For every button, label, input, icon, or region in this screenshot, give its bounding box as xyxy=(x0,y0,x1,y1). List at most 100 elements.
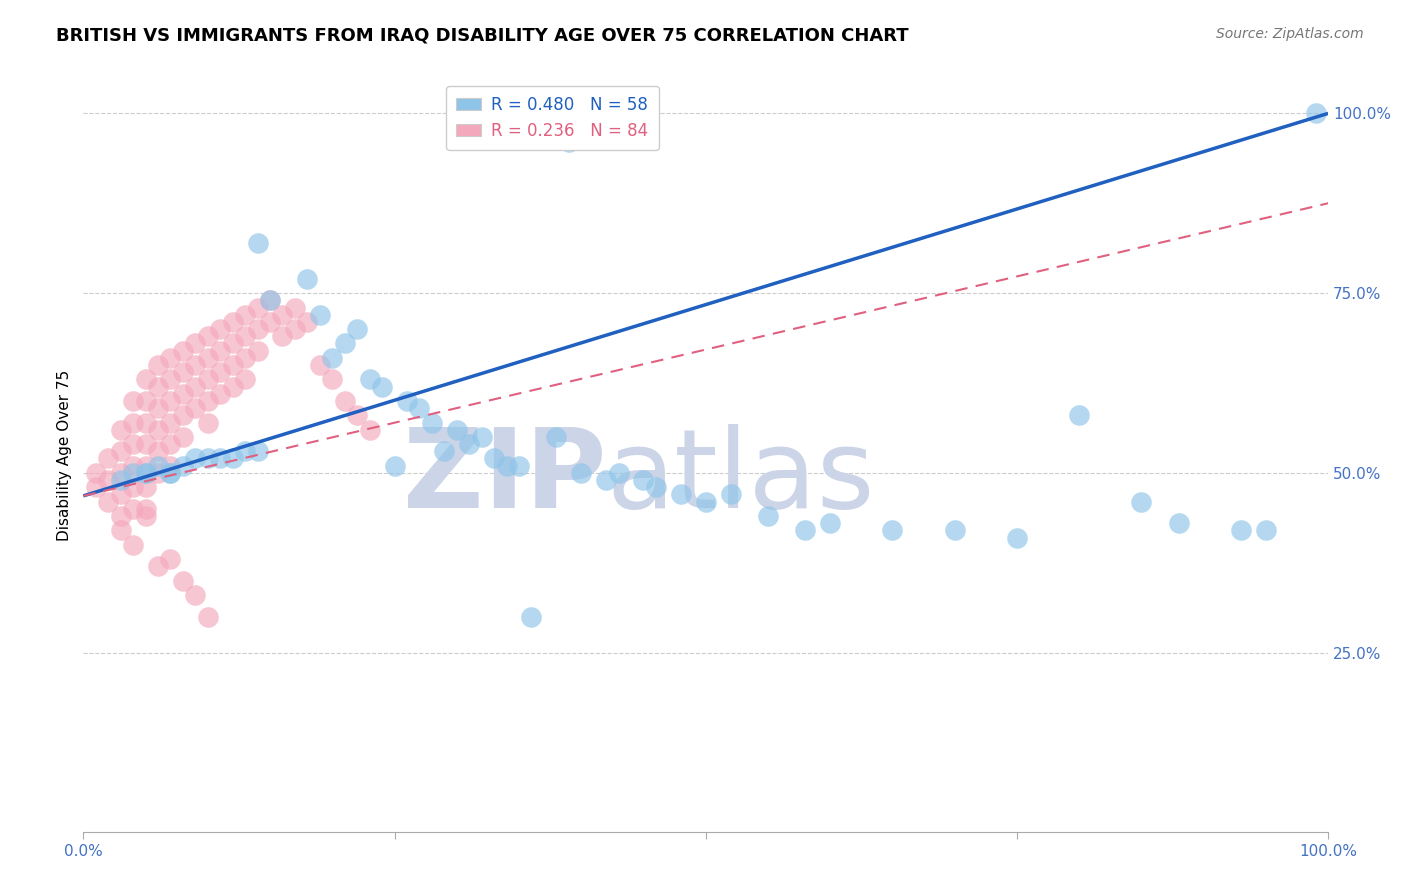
British xyxy=(135,466,157,480)
British xyxy=(756,508,779,523)
British xyxy=(1230,524,1253,538)
Immigrants from Iraq xyxy=(233,308,256,322)
British xyxy=(794,524,817,538)
Immigrants from Iraq xyxy=(122,394,145,409)
Immigrants from Iraq xyxy=(246,301,269,315)
Immigrants from Iraq xyxy=(184,379,207,393)
Immigrants from Iraq xyxy=(97,494,120,508)
Immigrants from Iraq xyxy=(221,358,243,372)
British xyxy=(882,524,904,538)
British xyxy=(110,473,132,487)
Immigrants from Iraq xyxy=(259,293,281,308)
British xyxy=(433,444,456,458)
British xyxy=(595,473,617,487)
Immigrants from Iraq xyxy=(197,394,219,409)
Immigrants from Iraq xyxy=(122,458,145,473)
Immigrants from Iraq xyxy=(197,416,219,430)
Immigrants from Iraq xyxy=(172,343,194,358)
Immigrants from Iraq xyxy=(359,423,381,437)
Immigrants from Iraq xyxy=(110,466,132,480)
Immigrants from Iraq xyxy=(271,308,294,322)
Immigrants from Iraq xyxy=(184,358,207,372)
British xyxy=(607,466,630,480)
Immigrants from Iraq xyxy=(159,437,181,451)
Immigrants from Iraq xyxy=(321,372,343,386)
Immigrants from Iraq xyxy=(209,343,232,358)
Immigrants from Iraq xyxy=(84,466,107,480)
Text: ZIP: ZIP xyxy=(402,424,606,531)
Immigrants from Iraq xyxy=(233,351,256,365)
British xyxy=(408,401,430,416)
Immigrants from Iraq xyxy=(122,538,145,552)
British xyxy=(1130,494,1153,508)
British xyxy=(546,430,568,444)
Immigrants from Iraq xyxy=(172,365,194,379)
British xyxy=(333,336,356,351)
British xyxy=(246,235,269,250)
Immigrants from Iraq xyxy=(209,322,232,336)
Immigrants from Iraq xyxy=(209,365,232,379)
British xyxy=(720,487,742,501)
Immigrants from Iraq xyxy=(221,336,243,351)
British xyxy=(197,451,219,466)
Immigrants from Iraq xyxy=(146,466,169,480)
British xyxy=(558,135,581,149)
Y-axis label: Disability Age Over 75: Disability Age Over 75 xyxy=(58,369,72,541)
Immigrants from Iraq xyxy=(146,423,169,437)
British xyxy=(446,423,468,437)
British xyxy=(371,379,394,393)
Immigrants from Iraq xyxy=(246,322,269,336)
Immigrants from Iraq xyxy=(159,394,181,409)
British xyxy=(1254,524,1277,538)
Immigrants from Iraq xyxy=(159,372,181,386)
British xyxy=(943,524,966,538)
Immigrants from Iraq xyxy=(284,301,307,315)
British xyxy=(1305,106,1327,120)
Immigrants from Iraq xyxy=(172,409,194,423)
Text: atlas: atlas xyxy=(606,424,875,531)
Immigrants from Iraq xyxy=(135,416,157,430)
Immigrants from Iraq xyxy=(172,386,194,401)
British xyxy=(321,351,343,365)
British xyxy=(135,466,157,480)
Immigrants from Iraq xyxy=(84,480,107,494)
Immigrants from Iraq xyxy=(135,394,157,409)
British xyxy=(209,451,232,466)
British xyxy=(1069,409,1091,423)
Immigrants from Iraq xyxy=(184,336,207,351)
British xyxy=(259,293,281,308)
British xyxy=(695,494,717,508)
British xyxy=(233,444,256,458)
British xyxy=(458,437,481,451)
British xyxy=(669,487,692,501)
Immigrants from Iraq xyxy=(197,329,219,343)
Immigrants from Iraq xyxy=(209,386,232,401)
Immigrants from Iraq xyxy=(122,501,145,516)
British xyxy=(346,322,368,336)
Immigrants from Iraq xyxy=(184,401,207,416)
Legend: R = 0.480   N = 58, R = 0.236   N = 84: R = 0.480 N = 58, R = 0.236 N = 84 xyxy=(447,86,658,150)
Immigrants from Iraq xyxy=(221,379,243,393)
British xyxy=(172,458,194,473)
British xyxy=(633,473,655,487)
Immigrants from Iraq xyxy=(159,351,181,365)
Immigrants from Iraq xyxy=(146,401,169,416)
Immigrants from Iraq xyxy=(308,358,330,372)
British xyxy=(1167,516,1189,531)
Immigrants from Iraq xyxy=(146,379,169,393)
British xyxy=(159,466,181,480)
Immigrants from Iraq xyxy=(110,487,132,501)
Immigrants from Iraq xyxy=(135,480,157,494)
Immigrants from Iraq xyxy=(297,315,319,329)
Immigrants from Iraq xyxy=(233,372,256,386)
British xyxy=(395,394,418,409)
British xyxy=(420,416,443,430)
British xyxy=(308,308,330,322)
Immigrants from Iraq xyxy=(97,473,120,487)
British xyxy=(122,466,145,480)
Text: Source: ZipAtlas.com: Source: ZipAtlas.com xyxy=(1216,27,1364,41)
British xyxy=(471,430,494,444)
Text: BRITISH VS IMMIGRANTS FROM IRAQ DISABILITY AGE OVER 75 CORRELATION CHART: BRITISH VS IMMIGRANTS FROM IRAQ DISABILI… xyxy=(56,27,908,45)
Immigrants from Iraq xyxy=(333,394,356,409)
British xyxy=(495,458,517,473)
